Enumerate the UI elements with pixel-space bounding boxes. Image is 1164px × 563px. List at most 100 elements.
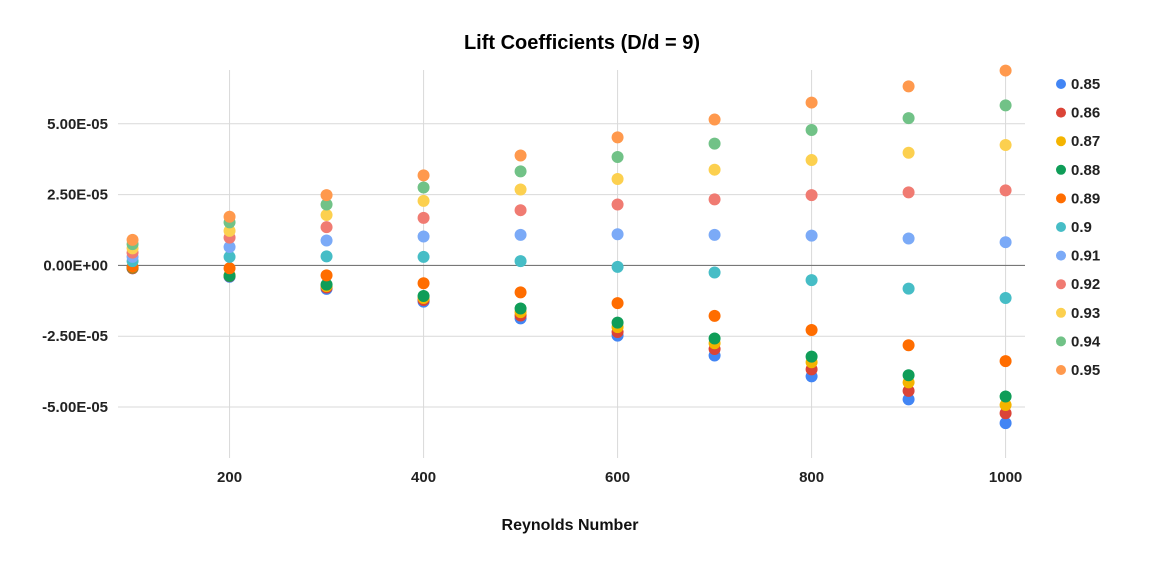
x-tick-label: 800 bbox=[799, 469, 824, 486]
data-point bbox=[999, 139, 1012, 152]
y-tick-label: -2.50E-05 bbox=[42, 328, 108, 345]
data-point bbox=[417, 290, 430, 303]
series-0.86 bbox=[126, 262, 1012, 420]
data-point bbox=[514, 204, 527, 217]
data-point bbox=[805, 350, 818, 363]
data-point bbox=[999, 184, 1012, 197]
data-point bbox=[417, 230, 430, 243]
legend: 0.85 0.86 0.87 0.88 0.89 0.9 0.91 0.92 0.93 0.94 0… bbox=[1056, 76, 1101, 379]
data-point bbox=[514, 255, 527, 268]
data-point bbox=[708, 163, 721, 176]
gridlines bbox=[118, 70, 1025, 458]
data-point bbox=[805, 96, 818, 109]
data-point bbox=[514, 165, 527, 178]
legend-label: 0.86 bbox=[1071, 105, 1100, 122]
legend-marker bbox=[1056, 336, 1066, 347]
data-point bbox=[611, 131, 624, 144]
data-point bbox=[611, 198, 624, 211]
legend-marker bbox=[1056, 307, 1066, 318]
data-point bbox=[999, 390, 1012, 403]
series-0.95 bbox=[126, 64, 1012, 246]
data-point bbox=[514, 302, 527, 315]
data-point bbox=[805, 124, 818, 137]
data-point bbox=[708, 193, 721, 206]
data-point bbox=[320, 234, 333, 247]
series-0.94 bbox=[126, 99, 1012, 251]
data-point bbox=[320, 250, 333, 263]
data-point bbox=[805, 323, 818, 336]
data-point bbox=[805, 154, 818, 167]
data-point bbox=[514, 183, 527, 196]
data-point bbox=[611, 260, 624, 273]
legend-label: 0.92 bbox=[1071, 276, 1100, 293]
data-point bbox=[902, 339, 915, 352]
data-point bbox=[223, 250, 236, 263]
series-0.91 bbox=[126, 228, 1012, 263]
data-point bbox=[320, 189, 333, 202]
data-point bbox=[999, 64, 1012, 77]
legend-marker bbox=[1056, 107, 1066, 118]
data-point bbox=[611, 316, 624, 329]
data-point bbox=[902, 232, 915, 245]
data-point bbox=[417, 250, 430, 263]
data-point bbox=[223, 224, 236, 237]
data-point bbox=[902, 384, 915, 397]
legend-item: 0.85 bbox=[1056, 76, 1100, 93]
y-tick-label: 2.50E-05 bbox=[47, 187, 108, 204]
legend-item: 0.86 bbox=[1056, 105, 1100, 122]
legend-item: 0.87 bbox=[1056, 133, 1100, 150]
data-point bbox=[999, 417, 1012, 430]
data-point bbox=[902, 282, 915, 295]
data-point bbox=[805, 274, 818, 287]
data-point bbox=[223, 262, 236, 275]
data-point bbox=[320, 278, 333, 291]
data-point bbox=[999, 355, 1012, 368]
data-point bbox=[611, 297, 624, 310]
data-point bbox=[417, 169, 430, 182]
legend-label: 0.95 bbox=[1071, 362, 1100, 379]
legend-item: 0.95 bbox=[1056, 362, 1100, 379]
legend-item: 0.93 bbox=[1056, 305, 1100, 322]
legend-label: 0.88 bbox=[1071, 162, 1100, 179]
data-point bbox=[902, 186, 915, 199]
legend-marker bbox=[1056, 193, 1066, 204]
data-points bbox=[126, 64, 1012, 430]
data-point bbox=[999, 399, 1012, 412]
legend-label: 0.9 bbox=[1071, 219, 1092, 236]
series-0.92 bbox=[126, 184, 1012, 259]
legend-item: 0.89 bbox=[1056, 190, 1100, 207]
data-point bbox=[126, 233, 139, 246]
series-0.85 bbox=[126, 262, 1012, 430]
data-point bbox=[999, 99, 1012, 112]
y-axis-tick-labels: -5.00E-05 -2.50E-05 0.00E+00 2.50E-05 5.00E-… bbox=[42, 116, 108, 416]
data-point bbox=[223, 210, 236, 223]
legend-item: 0.94 bbox=[1056, 333, 1101, 350]
data-point bbox=[708, 113, 721, 126]
data-point bbox=[320, 198, 333, 211]
legend-label: 0.91 bbox=[1071, 248, 1100, 265]
x-tick-label: 400 bbox=[411, 469, 436, 486]
legend-item: 0.91 bbox=[1056, 248, 1100, 265]
data-point bbox=[514, 149, 527, 162]
legend-label: 0.89 bbox=[1071, 190, 1100, 207]
x-tick-label: 600 bbox=[605, 469, 630, 486]
legend-marker bbox=[1056, 79, 1066, 89]
legend-marker bbox=[1056, 222, 1066, 232]
legend-marker bbox=[1056, 136, 1066, 147]
data-point bbox=[999, 407, 1012, 420]
data-point bbox=[902, 80, 915, 93]
data-point bbox=[999, 236, 1012, 249]
x-tick-label: 1000 bbox=[989, 469, 1022, 486]
data-point bbox=[514, 286, 527, 299]
data-point bbox=[902, 393, 915, 406]
data-point bbox=[708, 309, 721, 322]
data-point bbox=[417, 277, 430, 290]
legend-label: 0.85 bbox=[1071, 76, 1100, 93]
legend-marker bbox=[1056, 365, 1066, 375]
data-point bbox=[805, 189, 818, 202]
data-point bbox=[611, 173, 624, 186]
series-0.93 bbox=[126, 139, 1012, 255]
y-tick-label: 5.00E-05 bbox=[47, 116, 108, 133]
series-0.88 bbox=[126, 261, 1012, 403]
